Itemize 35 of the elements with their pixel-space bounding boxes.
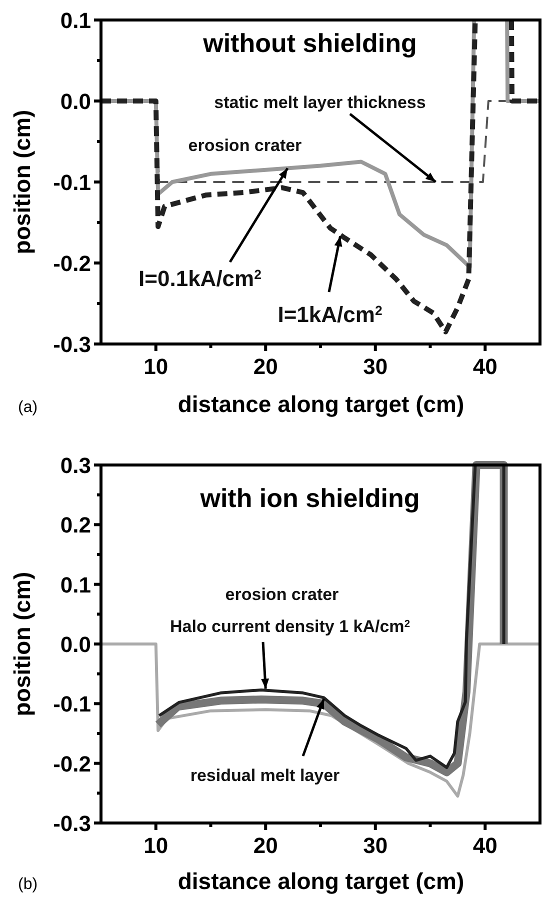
y-tick-label: -0.2	[53, 751, 91, 776]
x-axis-title: distance along target (cm)	[178, 868, 464, 894]
y-axis-title: position (cm)	[9, 572, 35, 716]
text: 0.0	[60, 632, 91, 657]
x-axis-title: distance along target (cm)	[178, 391, 464, 417]
x-tick-label: 40	[472, 833, 498, 858]
y-tick-label: -0.1	[53, 692, 91, 717]
annotation: erosion crater	[188, 136, 302, 155]
annotation: I=1kA/cm$^{2}$	[278, 302, 382, 327]
y-tick-label: -0.3	[53, 332, 91, 357]
text: with ion shielding	[199, 483, 420, 513]
x-tick-label: 10	[144, 833, 168, 858]
annotation: Halo current density 1 kA/cm$^{2}$	[170, 617, 410, 636]
x-tick-label: 30	[363, 833, 388, 858]
y-tick-label: -0.3	[53, 811, 91, 836]
text: (b)	[18, 876, 38, 893]
x-tick-label: 20	[253, 354, 278, 379]
y-tick-label: 0.2	[60, 512, 91, 538]
y-axis-title: position (cm)	[9, 110, 35, 254]
x-tick-label: 40	[472, 354, 498, 379]
y-tick-label: -0.1	[53, 170, 91, 195]
annotation: residual melt layer	[190, 766, 340, 785]
text: (a)	[18, 399, 38, 416]
annotation: erosion crater	[225, 585, 340, 604]
chart-title: without shielding	[202, 28, 417, 58]
x-tick-label: 20	[253, 833, 278, 858]
y-tick-label: 0.1	[60, 572, 91, 598]
annotation: I=0.1kA/cm$^{2}$	[138, 266, 262, 291]
y-tick-label: -0.2	[53, 251, 91, 276]
y-tick-label: 0.1	[60, 8, 91, 33]
x-tick-label: 30	[363, 354, 388, 379]
annotation: static melt layer thickness	[214, 93, 426, 112]
text: 0.0	[60, 89, 91, 114]
x-tick-label: 10	[144, 354, 168, 379]
y-tick-label: 0.3	[60, 453, 91, 478]
